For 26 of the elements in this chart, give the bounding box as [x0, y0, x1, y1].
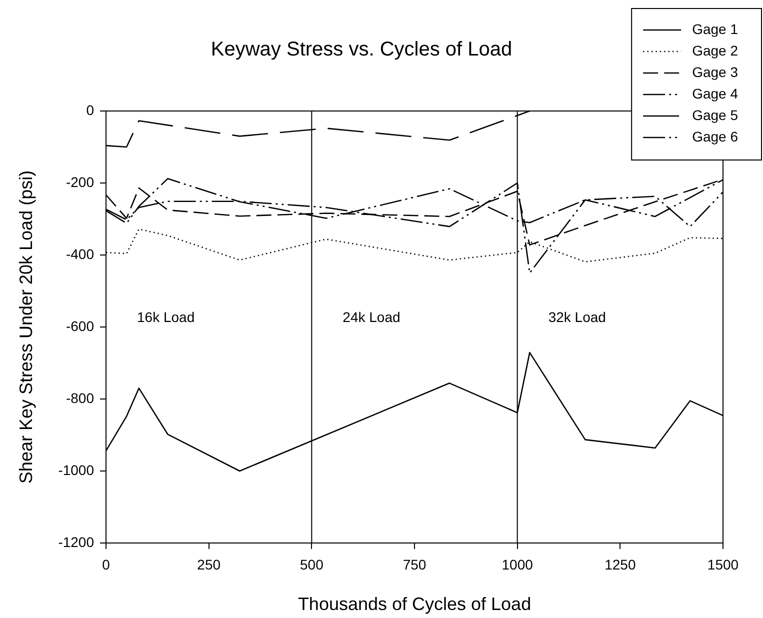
y-tick-label: -1200: [58, 534, 94, 550]
y-tick-label: -800: [66, 390, 94, 406]
annotation: 32k Load: [548, 309, 606, 326]
legend-label: Gage 1: [692, 20, 738, 37]
y-axis-title: Shear Key Stress Under 20k Load (psi): [16, 170, 36, 484]
y-tick-label: -600: [66, 318, 94, 334]
x-tick-label: 500: [300, 556, 324, 572]
x-tick-label: 1000: [502, 556, 534, 572]
legend-label: Gage 6: [692, 128, 738, 144]
x-tick-label: 250: [197, 556, 221, 572]
x-tick-label: 1250: [604, 556, 636, 572]
annotation: 16k Load: [137, 309, 195, 326]
legend-label: Gage 3: [692, 64, 738, 80]
y-tick-label: -200: [66, 174, 94, 190]
x-tick-label: 0: [102, 556, 110, 572]
y-tick-label: -400: [66, 246, 94, 262]
x-tick-label: 1500: [707, 556, 739, 572]
y-tick-label: 0: [86, 102, 94, 118]
x-axis-title: Thousands of Cycles of Load: [298, 594, 532, 614]
legend-label: Gage 2: [692, 42, 738, 58]
annotation: 24k Load: [342, 309, 400, 326]
legend-label: Gage 4: [692, 85, 738, 102]
x-tick-label: 750: [402, 556, 426, 572]
chart-title: Keyway Stress vs. Cycles of Load: [210, 38, 512, 61]
legend-label: Gage 5: [692, 106, 738, 123]
y-tick-label: -1000: [58, 462, 94, 478]
